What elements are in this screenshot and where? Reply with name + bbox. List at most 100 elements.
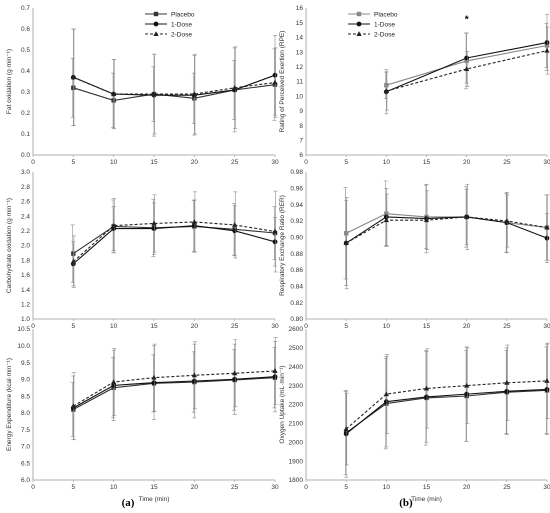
- data-point: [544, 47, 550, 53]
- data-point: [70, 403, 76, 409]
- y-tick-label: 9: [299, 108, 303, 115]
- y-tick-label: 10.0: [17, 343, 30, 350]
- x-tick-label: 0: [31, 159, 35, 166]
- data-point: [343, 240, 349, 246]
- significance-asterisk: *: [465, 15, 469, 26]
- y-tick-label: 0.90: [290, 235, 303, 242]
- data-point: [111, 91, 117, 97]
- legend-label-1-dose: 1-Dose: [374, 21, 395, 28]
- y-tick-label: 2000: [289, 439, 304, 446]
- data-point: [272, 239, 278, 245]
- data-point: [191, 372, 197, 378]
- data-point: [504, 218, 510, 223]
- chart-rpe: 6 7 8 9 10 11 12 13 14 15 16 0 5 10 15 20 25 30 Rating of …: [279, 5, 550, 166]
- data-point: [423, 217, 430, 223]
- x-tick-label: 0: [31, 484, 35, 491]
- legend-label-2-dose: 2-Dose: [171, 31, 192, 38]
- data-point: [383, 399, 389, 405]
- y-tick-label: 0.98: [290, 169, 303, 176]
- y-axis-label: Oxygen Uptake (mL·min⁻¹): [279, 365, 286, 443]
- legend-marker: [356, 31, 362, 36]
- y-tick-label: 0.0: [21, 152, 30, 159]
- data-point: [464, 55, 470, 61]
- y-tick-label: 8.0: [21, 410, 30, 417]
- data-point: [504, 379, 510, 385]
- y-tick-label: 0.96: [290, 186, 303, 193]
- x-tick-label: 15: [423, 323, 431, 330]
- x-tick-label: 5: [72, 323, 76, 330]
- x-tick-label: 30: [543, 159, 550, 166]
- x-tick-label: 0: [304, 484, 308, 491]
- y-tick-label: 1.2: [21, 302, 30, 309]
- legend-label-placebo: Placebo: [171, 11, 195, 18]
- y-tick-label: 8.5: [21, 393, 30, 400]
- y-axis-label: Rating of Perceived Exertion (RPE): [279, 31, 286, 133]
- data-point: [111, 382, 117, 388]
- x-tick-label: 10: [110, 323, 118, 330]
- series-line-2-dose: [345, 380, 548, 430]
- data-point: [464, 66, 470, 72]
- figure-label-a: (a): [122, 497, 135, 509]
- series-2-dose: [343, 183, 550, 290]
- series-2-dose: [383, 26, 550, 111]
- series-line-placebo: [73, 377, 276, 411]
- series-line-2-dose: [73, 76, 276, 95]
- y-tick-label: 0.6: [21, 26, 30, 33]
- y-tick-label: 0.84: [290, 284, 303, 291]
- series-placebo: [343, 180, 550, 280]
- series-2-dose: [70, 337, 278, 441]
- y-tick-label: 13: [296, 49, 304, 56]
- legend: Placebo 1-Dose 2-Dose: [145, 11, 195, 38]
- data-point: [191, 91, 197, 97]
- y-tick-label: 11: [296, 79, 303, 86]
- data-point: [544, 224, 550, 230]
- y-tick-label: 2.4: [21, 213, 30, 220]
- series-1-dose: [70, 199, 278, 287]
- data-point: [191, 219, 197, 224]
- y-tick-label: 2400: [289, 364, 304, 371]
- data-point: [272, 72, 278, 78]
- chart-cho: 1.0 1.2 1.4 1.6 1.8 2.0 2.2 2.4 2.6 2.8 3.0 0 5 10 15 2…: [6, 169, 279, 330]
- legend-marker: [153, 21, 159, 27]
- data-point: [232, 376, 238, 382]
- x-tick-label: 5: [72, 484, 76, 491]
- x-tick-label: 10: [110, 159, 118, 166]
- legend: Placebo 1-Dose 2-Dose: [348, 11, 398, 38]
- y-tick-label: 2300: [289, 383, 304, 390]
- series-line-placebo: [345, 213, 548, 234]
- y-tick-label: 2.8: [21, 184, 30, 191]
- y-tick-label: 15: [296, 20, 304, 27]
- series-line-2-dose: [72, 221, 276, 263]
- x-tick-label: 5: [344, 159, 348, 166]
- series-line-2-dose: [73, 370, 276, 407]
- series-line-1-dose: [72, 225, 276, 265]
- data-point: [191, 378, 197, 384]
- x-tick-label: 5: [344, 484, 348, 491]
- figure-label-b: (b): [399, 497, 413, 509]
- y-axis-label: Fat oxidation (g·min⁻¹): [6, 49, 13, 114]
- series-line-1-dose: [345, 216, 548, 244]
- data-point: [151, 91, 157, 97]
- x-tick-label: 0: [304, 323, 308, 330]
- data-point: [272, 368, 278, 373]
- data-point: [111, 222, 117, 228]
- y-axis-label: Carbohydrate oxidation (g·min⁻¹): [6, 198, 13, 293]
- data-point: [424, 394, 429, 400]
- series-placebo: [70, 48, 278, 128]
- x-tick-label: 20: [463, 323, 471, 330]
- series-line-2-dose: [386, 50, 548, 92]
- y-tick-label: 10.5: [17, 326, 30, 333]
- x-tick-label: 5: [344, 323, 348, 330]
- y-tick-label: 0.80: [290, 316, 303, 323]
- y-tick-label: 1800: [289, 477, 304, 484]
- y-tick-label: 0.2: [21, 110, 30, 117]
- x-tick-label: 10: [383, 323, 391, 330]
- y-tick-label: 0.7: [21, 5, 30, 12]
- x-tick-label: 0: [304, 159, 308, 166]
- y-tick-label: 1.8: [21, 257, 30, 264]
- x-tick-label: 10: [383, 159, 391, 166]
- x-tick-label: 20: [463, 159, 471, 166]
- series-line-1-dose: [73, 74, 276, 96]
